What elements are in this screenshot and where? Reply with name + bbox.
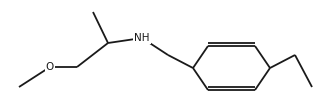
Text: NH: NH — [134, 33, 150, 43]
Text: O: O — [46, 62, 54, 72]
